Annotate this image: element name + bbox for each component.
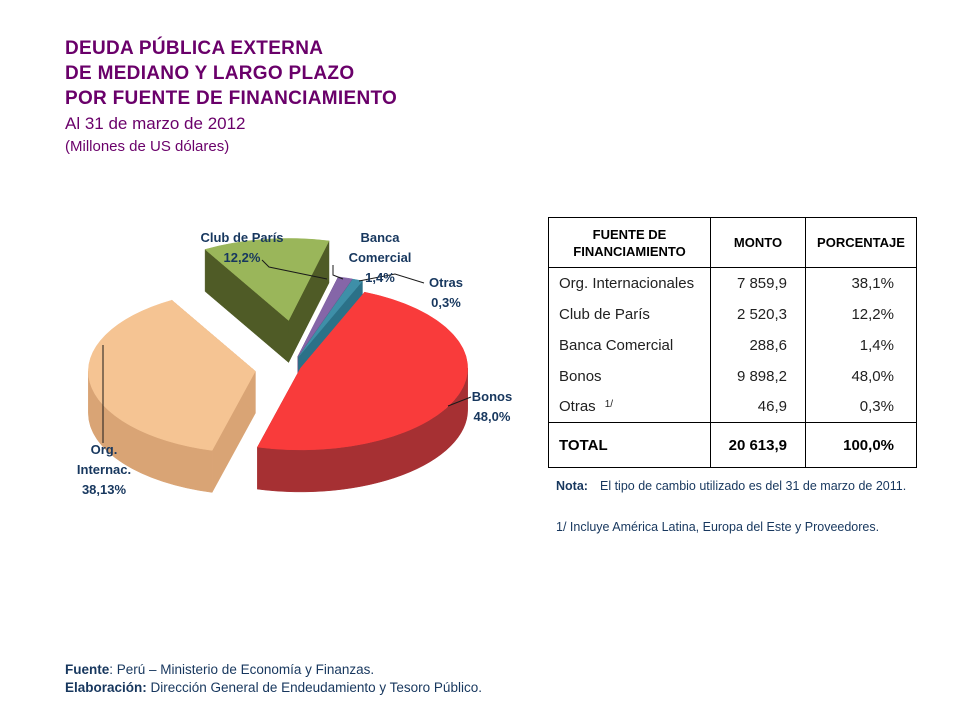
title-units: (Millones de US dólares) xyxy=(65,138,230,155)
debt-table: FUENTE DE FINANCIAMIENTO MONTO PORCENTAJ… xyxy=(548,217,917,468)
header-porcentaje: PORCENTAJE xyxy=(805,217,917,268)
pie-label-org-internac: Org. Internac. 38,13% xyxy=(76,442,132,497)
title-block: DEUDA PÚBLICA EXTERNA DE MEDIANO Y LARGO… xyxy=(65,36,397,157)
pie-label-otras: Otras 0,3% xyxy=(429,275,463,310)
table-row: Bonos 9 898,2 48,0% xyxy=(548,360,917,392)
title-date: Al 31 de marzo de 2012 xyxy=(65,114,246,133)
footer-block: Fuente: Perú – Ministerio de Economía y … xyxy=(65,661,482,697)
pie-label-club-de-paris: Club de París 12,2% xyxy=(200,230,284,265)
title-line-2: DE MEDIANO Y LARGO PLAZO xyxy=(65,63,355,84)
nota-block: Nota: El tipo de cambio utilizado es del… xyxy=(556,478,908,494)
table-header-row: FUENTE DE FINANCIAMIENTO MONTO PORCENTAJ… xyxy=(548,217,917,268)
header-monto: MONTO xyxy=(710,217,806,268)
title-line-3: POR FUENTE DE FINANCIAMIENTO xyxy=(65,88,398,109)
title-line-1: DEUDA PÚBLICA EXTERNA xyxy=(65,38,324,59)
table-total-row: TOTAL 20 613,9 100,0% xyxy=(548,422,917,468)
header-fuente: FUENTE DE FINANCIAMIENTO xyxy=(548,217,711,268)
pie-label-banca-comercial: Banca Comercial 1,4% xyxy=(348,230,412,285)
pie-label-bonos: Bonos 48,0% xyxy=(471,389,513,424)
footnote-marker: 1/ xyxy=(604,399,614,411)
nota-text: El tipo de cambio utilizado es del 31 de… xyxy=(600,479,907,493)
table-row: Banca Comercial 288,6 1,4% xyxy=(548,329,917,361)
source-line: Fuente: Perú – Ministerio de Economía y … xyxy=(65,662,375,677)
footnote-text: 1/ Incluye América Latina, Europa del Es… xyxy=(556,520,880,534)
nota-label: Nota: xyxy=(556,479,588,493)
pie-chart xyxy=(88,238,472,493)
elaboration-line: Elaboración: Dirección General de Endeud… xyxy=(65,680,482,695)
table-row: Org. Internacionales 7 859,9 38,1% xyxy=(548,267,917,299)
table-row: Otras 1/ 46,9 0,3% xyxy=(548,391,917,423)
table-row: Club de París 2 520,3 12,2% xyxy=(548,298,917,330)
